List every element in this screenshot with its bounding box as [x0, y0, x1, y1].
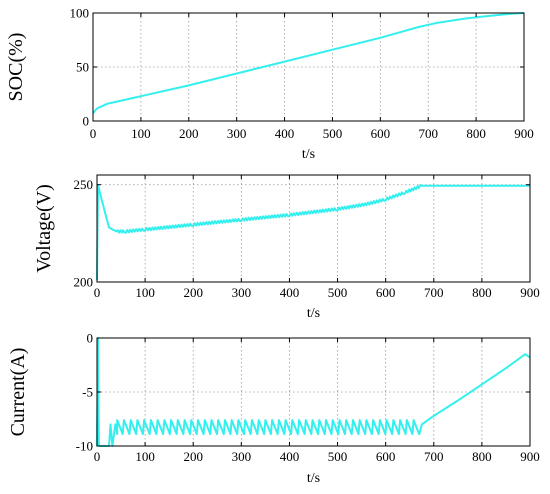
soc-y-tick-label: 0	[83, 114, 90, 129]
soc-x-tick-label: 100	[131, 126, 151, 141]
voltage-series-line	[96, 183, 530, 281]
soc-x-tick-label: 200	[179, 126, 199, 141]
current-y-tick-label: -10	[76, 439, 93, 454]
voltage-x-tick-label: 700	[424, 285, 444, 300]
voltage-x-axis-title: t/s	[307, 306, 320, 321]
soc-x-axis-title: t/s	[302, 147, 315, 162]
voltage-x-tick-label: 500	[328, 285, 348, 300]
soc-x-tick-label: 500	[323, 126, 343, 141]
current-x-tick-label: 900	[520, 449, 540, 464]
current-y-tick-label: -5	[82, 385, 93, 400]
voltage-x-tick-label: 0	[94, 285, 101, 300]
current-panel: 0 100 200 300 400 500 600 700 800 900 -10 -5 0 t/s Cur…	[7, 331, 540, 487]
soc-x-tick-label: 300	[227, 126, 247, 141]
current-x-tick-label: 500	[328, 449, 348, 464]
soc-panel: 0 100 200 300 400 500 600 700 800 900 0 50 100 t/s SOC…	[5, 6, 534, 163]
current-x-tick-label: 800	[472, 449, 492, 464]
voltage-y-tick-label: 200	[74, 275, 94, 290]
current-x-tick-label: 100	[135, 449, 155, 464]
voltage-x-tick-label: 200	[183, 285, 203, 300]
current-x-tick-label: 200	[183, 449, 203, 464]
soc-x-tick-label: 800	[466, 126, 486, 141]
voltage-y-tick-label: 250	[74, 177, 94, 192]
current-x-tick-label: 700	[424, 449, 444, 464]
soc-y-tick-label: 100	[70, 6, 90, 21]
voltage-x-tick-label: 400	[280, 285, 300, 300]
voltage-x-tick-label: 100	[135, 285, 155, 300]
current-series-line	[96, 337, 531, 447]
soc-x-tick-label: 600	[371, 126, 391, 141]
current-y-tick-label: 0	[87, 331, 94, 346]
soc-y-axis-title: SOC(%)	[5, 33, 27, 102]
voltage-y-axis-title: Voltage(V)	[33, 184, 55, 273]
current-x-tick-label: 400	[280, 449, 300, 464]
voltage-x-tick-label: 900	[520, 285, 540, 300]
soc-x-tick-label: 900	[514, 126, 534, 141]
voltage-panel: 0 100 200 300 400 500 600 700 800 900 200 250 t/s Vol…	[33, 174, 540, 321]
soc-series-line	[92, 12, 525, 114]
voltage-x-tick-label: 300	[232, 285, 252, 300]
current-x-tick-label: 0	[94, 449, 101, 464]
soc-y-tick-label: 50	[76, 60, 89, 75]
soc-x-tick-label: 400	[275, 126, 295, 141]
current-x-tick-label: 600	[376, 449, 396, 464]
current-y-axis-title: Current(A)	[7, 348, 29, 437]
soc-x-tick-label: 700	[418, 126, 438, 141]
current-x-tick-label: 300	[232, 449, 252, 464]
voltage-x-tick-label: 800	[472, 285, 492, 300]
current-x-axis-title: t/s	[307, 471, 320, 486]
soc-x-tick-label: 0	[90, 126, 97, 141]
voltage-plot-frame	[96, 174, 531, 283]
voltage-x-tick-label: 600	[376, 285, 396, 300]
